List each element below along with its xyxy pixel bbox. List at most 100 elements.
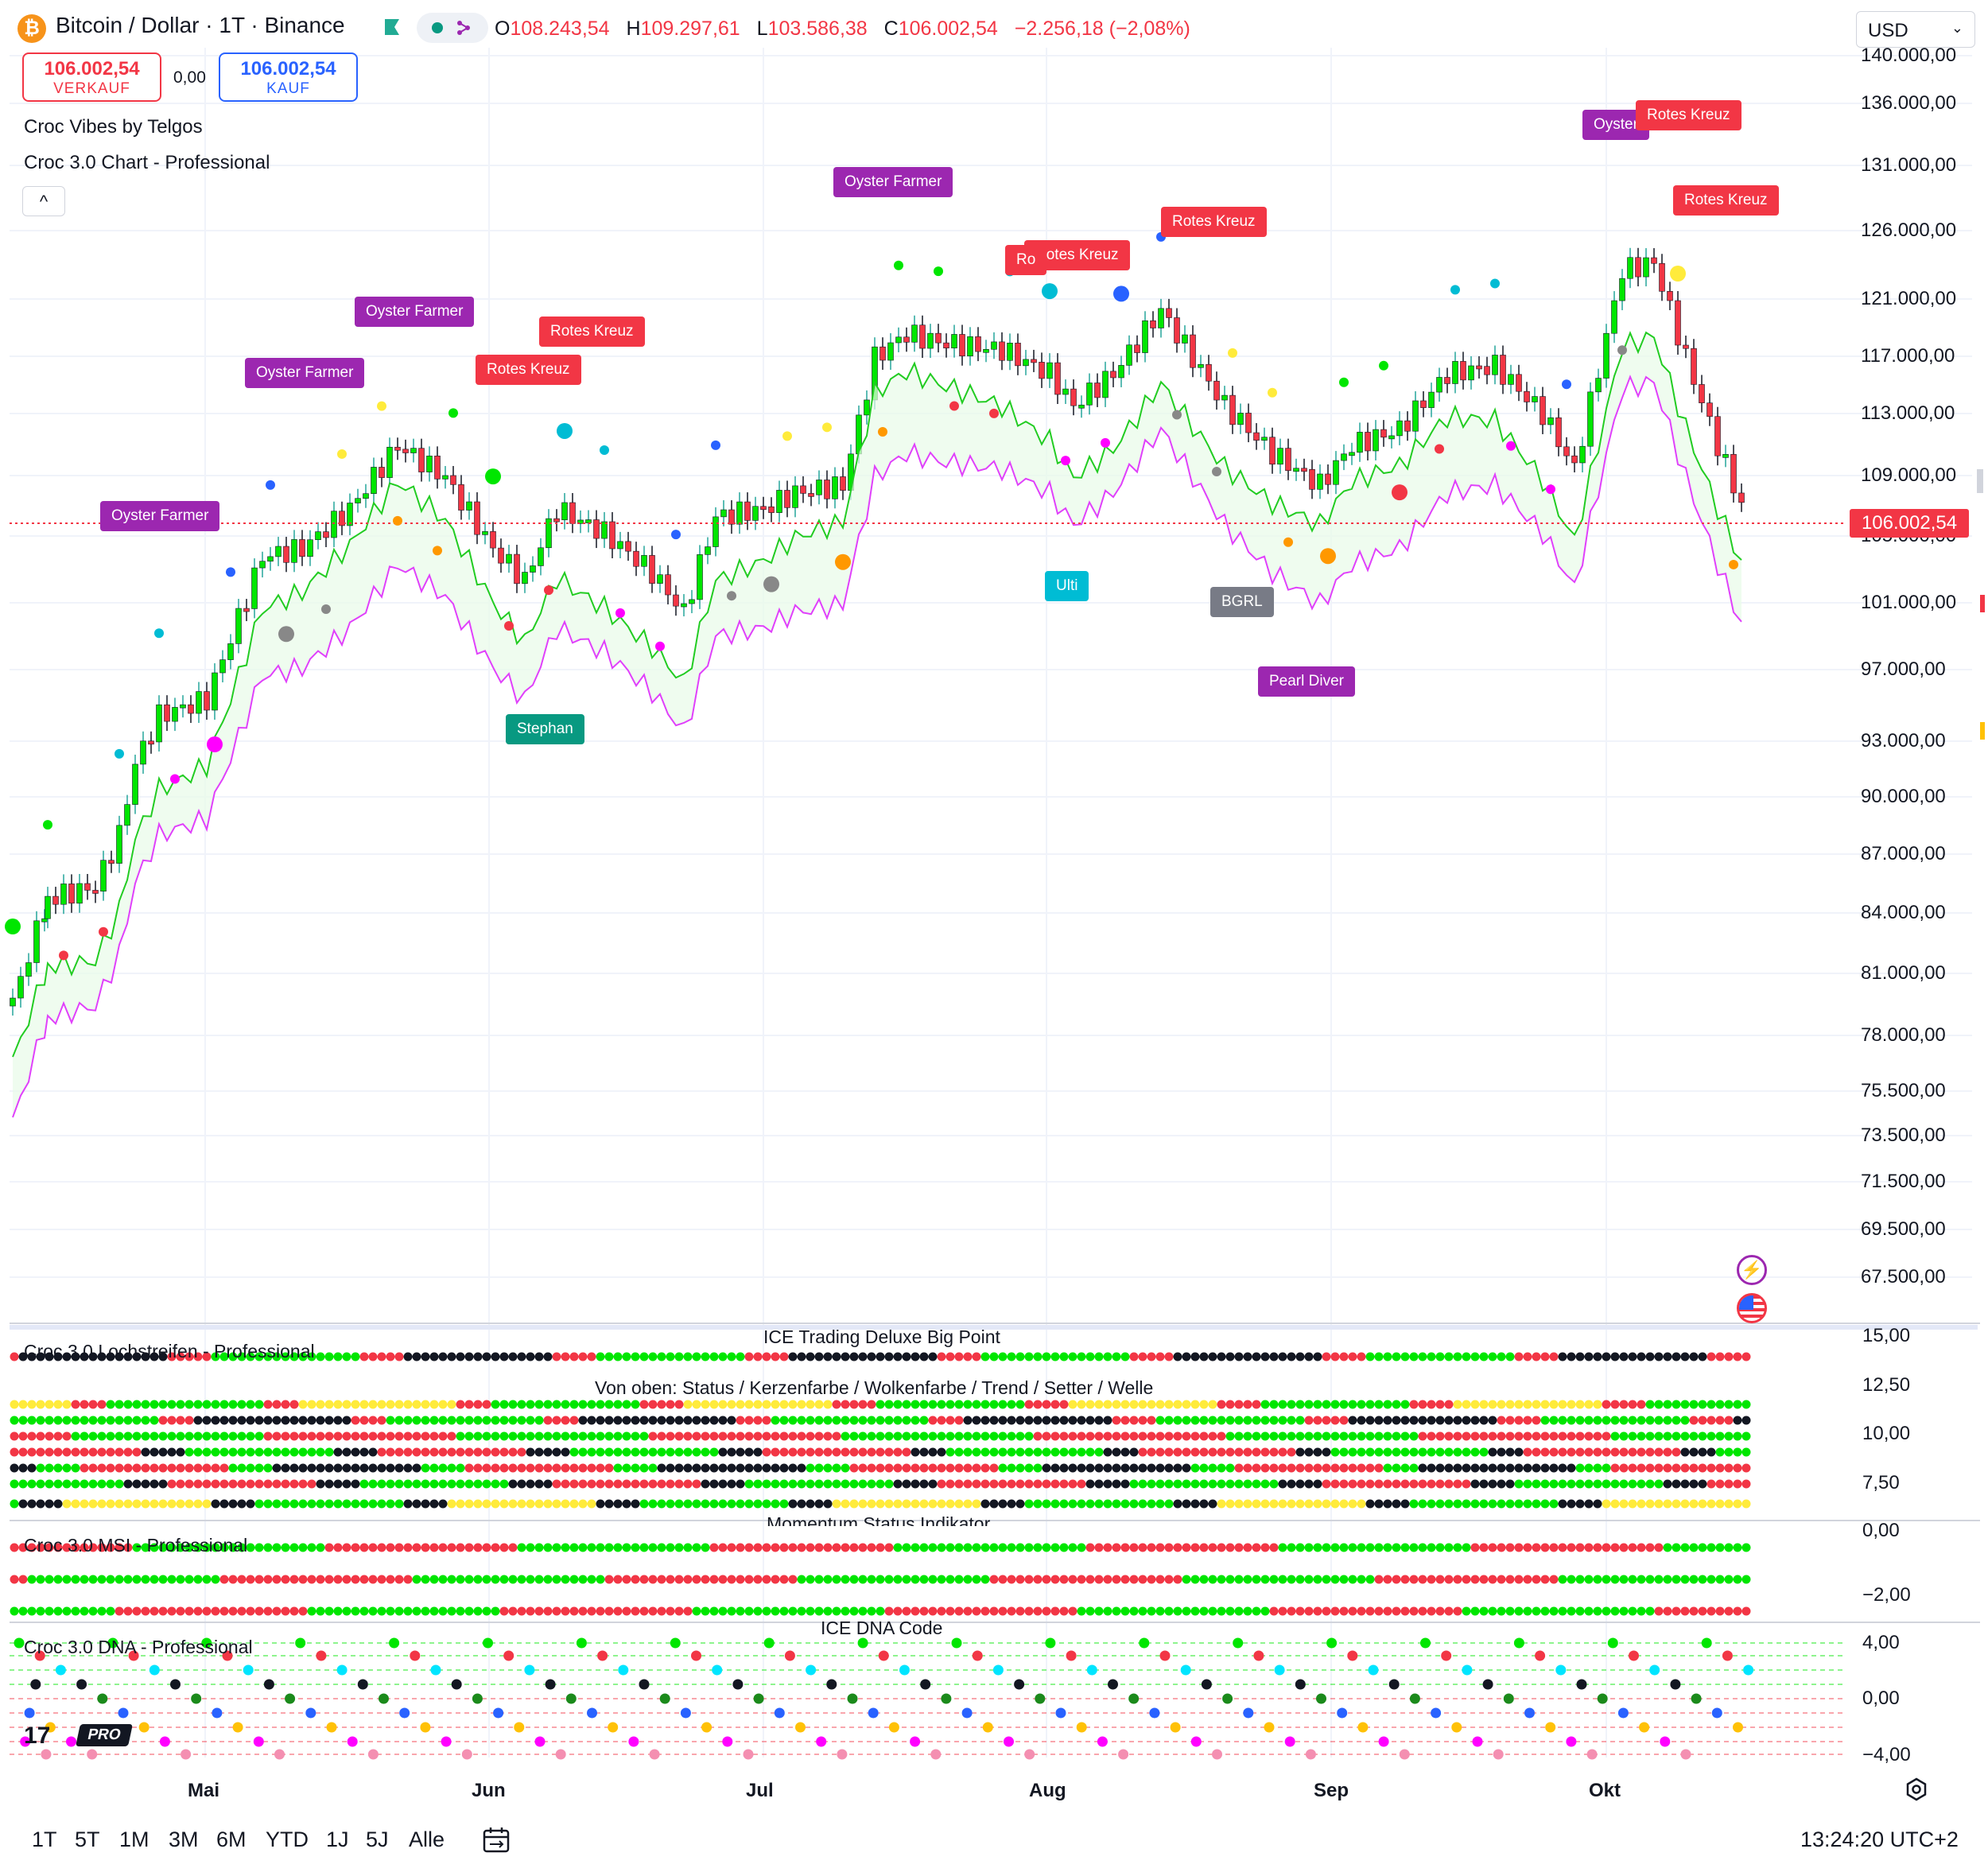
candle-body bbox=[1086, 383, 1093, 406]
currency-select[interactable]: USD ⌄ bbox=[1856, 11, 1975, 48]
strip-dot bbox=[1558, 1447, 1567, 1457]
timeframe-button[interactable]: YTD bbox=[266, 1827, 309, 1851]
strip-dot bbox=[867, 1479, 876, 1489]
strip-dot bbox=[779, 1479, 789, 1489]
time-tick-label: Jun bbox=[472, 1780, 506, 1801]
candle-body bbox=[1373, 429, 1379, 452]
strip-dot bbox=[1077, 1431, 1086, 1441]
strip-dot bbox=[1304, 1463, 1314, 1473]
strip-dot bbox=[1024, 1543, 1034, 1552]
timeframe-button[interactable]: 6M bbox=[216, 1827, 247, 1851]
strip-dot bbox=[1680, 1606, 1690, 1616]
strip-dot bbox=[788, 1447, 798, 1457]
flag-icon[interactable] bbox=[383, 17, 401, 38]
pane-title-lochstreifen[interactable]: Croc 3.0 Lochstreifen - Professional bbox=[24, 1341, 315, 1361]
dna-dot bbox=[1035, 1693, 1046, 1704]
strip-dot bbox=[491, 1543, 500, 1552]
strip-dot bbox=[552, 1463, 561, 1473]
timeframe-button[interactable]: Alle bbox=[409, 1827, 445, 1851]
strip-dot bbox=[412, 1499, 421, 1509]
signal-marker bbox=[1172, 410, 1182, 420]
collapse-button[interactable]: ^ bbox=[22, 186, 65, 216]
strip-dot bbox=[1637, 1463, 1646, 1473]
indicator-croc-vibes[interactable]: Croc Vibes by Telgos bbox=[24, 116, 203, 138]
strip-dot bbox=[342, 1575, 351, 1584]
strip-dot bbox=[1112, 1400, 1121, 1409]
candle-body bbox=[180, 704, 186, 709]
calendar-range-icon[interactable] bbox=[480, 1824, 512, 1856]
candle-body bbox=[1309, 468, 1315, 490]
strip-dot bbox=[1672, 1447, 1681, 1457]
strip-dot bbox=[1007, 1431, 1016, 1441]
strip-dot bbox=[115, 1447, 124, 1457]
strip-dot bbox=[158, 1499, 168, 1509]
tradingview-logo[interactable]: 17 PRO bbox=[24, 1719, 133, 1751]
strip-dot bbox=[613, 1400, 623, 1409]
sell-button[interactable]: 106.002,54 VERKAUF bbox=[22, 52, 161, 102]
strip-dot bbox=[36, 1416, 45, 1425]
timeframe-button[interactable]: 3M bbox=[169, 1827, 199, 1851]
strip-dot bbox=[989, 1543, 999, 1552]
strip-dot bbox=[1523, 1352, 1532, 1361]
strip-dot bbox=[517, 1447, 526, 1457]
strip-dot bbox=[1252, 1499, 1261, 1509]
strip-dot bbox=[316, 1479, 325, 1489]
strip-dot bbox=[1234, 1416, 1244, 1425]
candle-body bbox=[1468, 365, 1474, 381]
strip-dot bbox=[1523, 1400, 1532, 1409]
timeframe-button[interactable]: 5T bbox=[75, 1827, 100, 1851]
buy-button[interactable]: 106.002,54 KAUF bbox=[219, 52, 358, 102]
strip-dot bbox=[937, 1543, 946, 1552]
strip-dot bbox=[429, 1606, 439, 1616]
strip-dot bbox=[10, 1543, 19, 1552]
strip-dot bbox=[928, 1499, 938, 1509]
pane-title-dna[interactable]: Croc 3.0 DNA - Professional bbox=[24, 1637, 253, 1657]
strip-dot bbox=[1497, 1543, 1506, 1552]
strip-dot bbox=[123, 1447, 133, 1457]
strip-dot bbox=[1733, 1431, 1742, 1441]
strip-dot bbox=[814, 1479, 824, 1489]
timeframe-button[interactable]: 1J bbox=[326, 1827, 349, 1851]
lightning-icon[interactable]: ⚡ bbox=[1737, 1255, 1767, 1285]
indicator-status-pill[interactable] bbox=[417, 13, 488, 43]
us-flag-icon[interactable] bbox=[1737, 1293, 1767, 1323]
strip-dot bbox=[307, 1400, 316, 1409]
strip-dot bbox=[1479, 1575, 1489, 1584]
dna-dot bbox=[1711, 1707, 1722, 1719]
strip-dot bbox=[1672, 1400, 1681, 1409]
strip-dot bbox=[333, 1416, 343, 1425]
strip-dot bbox=[692, 1416, 701, 1425]
strip-dot bbox=[1243, 1447, 1252, 1457]
symbol-title[interactable]: Bitcoin / Dollar · 1T · Binance bbox=[56, 13, 345, 37]
strip-dot bbox=[1575, 1543, 1585, 1552]
strip-dot bbox=[841, 1447, 850, 1457]
strip-dot bbox=[123, 1479, 133, 1489]
strip-dot bbox=[394, 1479, 404, 1489]
timeframe-button[interactable]: 5J bbox=[366, 1827, 389, 1851]
strip-dot bbox=[1269, 1416, 1279, 1425]
strip-dot bbox=[272, 1400, 282, 1409]
strip-dot bbox=[736, 1447, 745, 1457]
chart-settings-icon[interactable] bbox=[1904, 1777, 1929, 1802]
clock-readout[interactable]: 13:24:20 UTC+2 bbox=[1800, 1827, 1959, 1851]
strip-dot bbox=[211, 1575, 220, 1584]
strip-dot bbox=[1120, 1352, 1130, 1361]
candle-body bbox=[1102, 371, 1109, 398]
time-tick-label: Sep bbox=[1314, 1780, 1349, 1801]
timeframe-button[interactable]: 1T bbox=[32, 1827, 57, 1851]
strip-dot bbox=[1392, 1606, 1401, 1616]
strip-dot bbox=[1593, 1400, 1602, 1409]
strip-dot bbox=[928, 1352, 938, 1361]
strip-dot bbox=[324, 1606, 334, 1616]
strip-dot bbox=[97, 1543, 107, 1552]
strip-dot bbox=[211, 1463, 220, 1473]
timeframe-button[interactable]: 1M bbox=[119, 1827, 149, 1851]
strip-dot bbox=[307, 1352, 316, 1361]
strip-dot bbox=[202, 1447, 212, 1457]
signal-marker bbox=[59, 950, 68, 961]
indicator-croc-chart[interactable]: Croc 3.0 Chart - Professional bbox=[24, 152, 270, 173]
strip-dot bbox=[368, 1479, 378, 1489]
pane-title-msi[interactable]: Croc 3.0 MSI - Professional bbox=[24, 1535, 248, 1556]
strip-dot bbox=[97, 1606, 107, 1616]
